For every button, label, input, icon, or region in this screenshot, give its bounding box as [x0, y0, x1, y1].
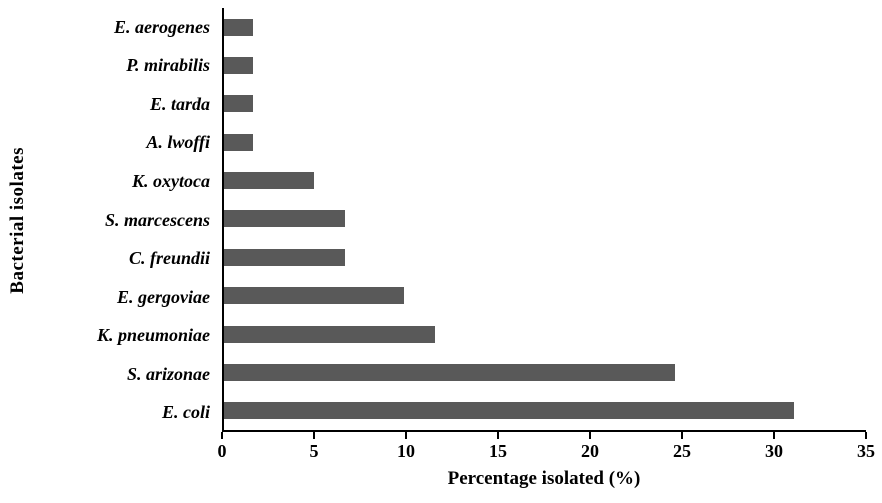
x-axis: 0 5 10 15 20 25 30 35: [218, 432, 875, 462]
category-label: E. tarda: [149, 93, 210, 114]
bar: [224, 57, 254, 75]
x-tick-mark: [405, 432, 407, 439]
bar: [224, 210, 346, 228]
y-axis-title-column: Bacterial isolates: [0, 8, 36, 432]
bar: [224, 18, 254, 36]
bar-row: [224, 8, 866, 46]
bar-row: [224, 277, 866, 315]
bar-row: [224, 85, 866, 123]
bar-row: [224, 315, 866, 353]
x-axis-title-row: Percentage isolated (%): [222, 468, 866, 490]
category-label: K. pneumoniae: [96, 325, 210, 346]
category-label: A. lwoffi: [146, 132, 210, 153]
bar: [224, 402, 795, 420]
x-tick-mark: [681, 432, 683, 439]
category-label: E. aerogenes: [114, 16, 210, 37]
bar-row: [224, 200, 866, 238]
x-tick-label: 15: [489, 441, 507, 461]
bar: [224, 287, 404, 305]
bar: [224, 95, 254, 113]
bar-row: [224, 353, 866, 391]
category-label: C. freundii: [128, 248, 210, 269]
x-tick-label: 25: [673, 441, 691, 461]
x-tick-mark: [497, 432, 499, 439]
x-tick-mark: [865, 432, 867, 439]
bar: [224, 248, 346, 266]
x-tick-label: 5: [309, 441, 319, 461]
x-tick-label: 35: [857, 441, 875, 461]
x-tick-mark: [589, 432, 591, 439]
bar: [224, 325, 435, 343]
y-axis-title: Bacterial isolates: [7, 146, 28, 294]
x-tick-label: 20: [581, 441, 599, 461]
bar: [224, 363, 676, 381]
bar-row: [224, 238, 866, 276]
bar: [224, 133, 254, 151]
x-tick-mark: [221, 432, 223, 439]
category-label: E. coli: [162, 402, 210, 423]
x-tick-label: 10: [397, 441, 415, 461]
chart-body: Bacterial isolates E. aerogenes P. mirabi…: [0, 8, 882, 432]
x-tick-label: 30: [765, 441, 783, 461]
category-label: S. arizonae: [126, 363, 210, 384]
category-label: S. marcescens: [105, 209, 210, 230]
x-tick-mark: [773, 432, 775, 439]
category-label: P. mirabilis: [126, 55, 210, 76]
bar-row: [224, 46, 866, 84]
category-label: E. gergoviae: [117, 286, 210, 307]
bar-row: [224, 161, 866, 199]
x-tick-mark: [313, 432, 315, 439]
bar-rows: [224, 8, 866, 430]
plot-area: [222, 8, 866, 432]
category-labels-column: E. aerogenes P. mirabilis E. tarda A. lwoff…: [36, 8, 222, 432]
category-label: K. oxytoca: [132, 170, 210, 191]
bar-row: [224, 123, 866, 161]
bar-row: [224, 392, 866, 430]
bar: [224, 172, 314, 190]
x-tick-label: 0: [217, 441, 227, 461]
x-axis-title: Percentage isolated (%): [447, 468, 641, 489]
